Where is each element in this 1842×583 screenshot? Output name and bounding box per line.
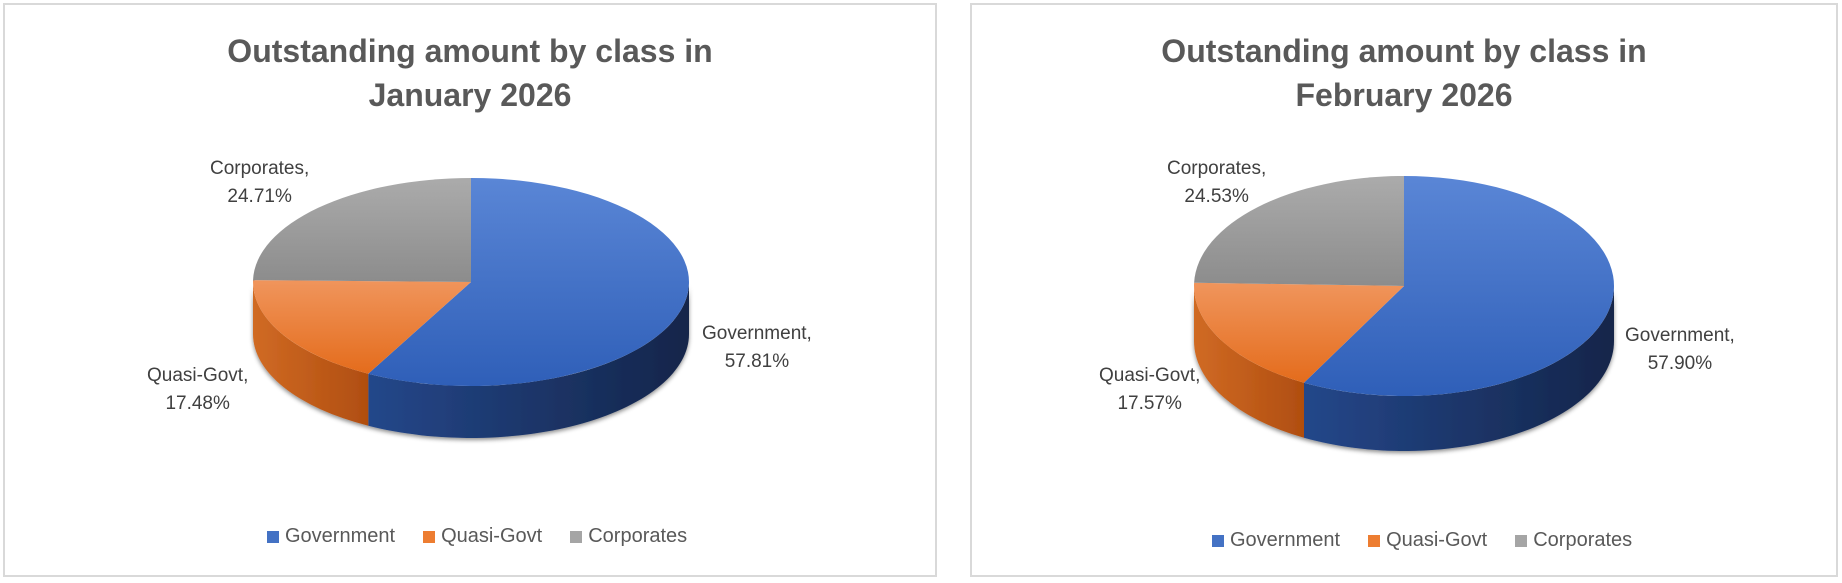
legend-label: Quasi-Govt <box>441 525 543 547</box>
data-label-corporates: Corporates, 24.53% <box>1167 155 1266 211</box>
label-name: Quasi-Govt, <box>147 365 249 386</box>
label-name: Corporates, <box>1167 158 1267 179</box>
legend-label: Quasi-Govt <box>1386 529 1488 551</box>
data-label-government: Government, 57.81% <box>702 320 812 376</box>
legend-item-government: Government <box>267 525 395 548</box>
legend-label: Government <box>285 525 396 547</box>
label-value: 57.81% <box>724 351 790 372</box>
chart-title-line2: February 2026 <box>1295 77 1513 113</box>
legend-swatch-icon <box>1515 534 1528 547</box>
legend-item-quasi-govt: Quasi-Govt <box>423 525 542 548</box>
pie-slice-quasi-govt <box>1194 282 1404 383</box>
label-name: Government, <box>702 323 812 344</box>
legend-label: Corporates <box>588 525 688 547</box>
chart-legend: Government Quasi-Govt Corporates <box>1212 529 1632 552</box>
pie-slice-quasi-govt <box>253 280 471 374</box>
label-name: Corporates, <box>210 158 310 179</box>
chart-panel-february: Outstanding amount by class in February … <box>970 3 1838 577</box>
pie-slice-corporates <box>253 178 471 282</box>
legend-label: Government <box>1230 529 1341 551</box>
legend-item-corporates: Corporates <box>1515 529 1632 552</box>
data-label-quasi-govt: Quasi-Govt, 17.48% <box>147 362 248 418</box>
data-label-government: Government, 57.90% <box>1625 322 1735 378</box>
pie-chart-3d <box>253 178 689 438</box>
pie-side-government <box>1303 286 1614 452</box>
legend-swatch-icon <box>570 530 583 543</box>
pie-slice-corporates <box>1194 176 1404 286</box>
pie-side-quasi-govt <box>1194 286 1304 438</box>
label-name: Quasi-Govt, <box>1099 365 1201 386</box>
legend-swatch-icon <box>1212 534 1224 547</box>
legend-label: Corporates <box>1533 529 1633 551</box>
label-value: 17.48% <box>165 393 230 414</box>
chart-title: Outstanding amount by class in January 2… <box>5 29 935 117</box>
chart-title-line1: Outstanding amount by class in <box>227 33 713 69</box>
data-label-quasi-govt: Quasi-Govt, 17.57% <box>1099 362 1200 418</box>
chart-legend: Government Quasi-Govt Corporates <box>267 525 687 548</box>
chart-title: Outstanding amount by class in February … <box>972 29 1836 117</box>
legend-swatch-icon <box>267 530 279 543</box>
chart-title-line2: January 2026 <box>368 77 572 113</box>
chart-panel-january: Outstanding amount by class in January 2… <box>3 3 937 577</box>
pie-slice-government <box>368 178 689 386</box>
legend-swatch-icon <box>423 530 436 543</box>
label-value: 24.71% <box>227 186 292 207</box>
pie-side-quasi-govt <box>253 282 369 426</box>
label-value: 17.57% <box>1117 393 1182 414</box>
legend-item-government: Government <box>1212 529 1340 552</box>
chart-title-line1: Outstanding amount by class in <box>1161 33 1647 69</box>
pie-side-government <box>368 282 689 438</box>
legend-item-quasi-govt: Quasi-Govt <box>1368 529 1487 552</box>
label-value: 57.90% <box>1647 353 1713 374</box>
legend-item-corporates: Corporates <box>570 525 687 548</box>
label-value: 24.53% <box>1184 186 1249 207</box>
legend-swatch-icon <box>1368 534 1381 547</box>
pie-slice-government <box>1303 176 1614 396</box>
label-name: Government, <box>1625 325 1735 346</box>
pie-chart-3d <box>1194 176 1614 452</box>
data-label-corporates: Corporates, 24.71% <box>210 155 309 211</box>
